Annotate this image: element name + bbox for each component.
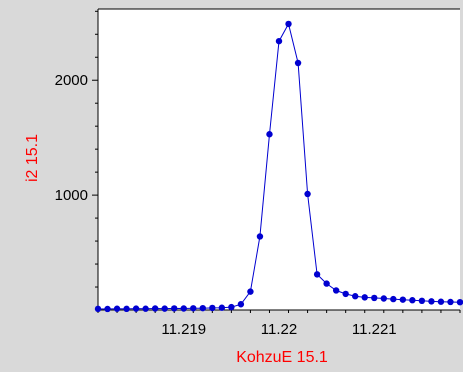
data-point: [142, 305, 149, 312]
data-point: [342, 290, 349, 298]
y-axis-ticks: 1000 2000: [55, 10, 98, 288]
y-tick-label: 1000: [55, 187, 88, 204]
data-point: [180, 305, 187, 312]
plot-area: [98, 9, 460, 310]
data-point: [390, 295, 397, 303]
data-point: [323, 280, 330, 287]
data-point: [123, 305, 130, 313]
data-point: [247, 288, 254, 295]
data-point: [104, 305, 111, 313]
data-point: [209, 304, 216, 312]
data-point: [237, 301, 245, 308]
data-point: [447, 298, 454, 306]
data-point: [409, 297, 416, 304]
data-point: [151, 305, 159, 312]
x-tick-label: 11.219: [161, 321, 206, 338]
data-point: [94, 305, 102, 313]
data-point: [285, 20, 292, 28]
y-tick-label: 2000: [55, 72, 88, 89]
data-point: [228, 303, 235, 311]
data-point: [266, 131, 273, 138]
data-point: [332, 287, 340, 294]
data-point: [161, 305, 168, 312]
data-point: [304, 190, 311, 198]
data-point: [380, 295, 387, 302]
data-point: [313, 271, 321, 278]
data-point: [171, 305, 178, 312]
data-point: [256, 233, 264, 240]
data-point: [361, 294, 368, 301]
data-point: [371, 294, 378, 302]
data-point: [352, 293, 359, 300]
x-axis-ticks: 11.219 11.22 11.221: [97, 310, 461, 338]
y-axis-title: i2 15.1: [24, 134, 41, 182]
data-point: [418, 297, 426, 305]
x-tick-label: 11.22: [261, 321, 297, 338]
series-layer: [94, 20, 463, 313]
data-point: [113, 305, 121, 312]
data-point: [218, 304, 226, 311]
data-point: [132, 305, 140, 312]
data-point: [399, 296, 407, 303]
x-axis-title: KohzuE 15.1: [236, 349, 328, 366]
data-point: [294, 59, 302, 67]
data-point: [428, 298, 435, 305]
data-point: [199, 304, 206, 312]
data-point: [456, 298, 463, 306]
x-tick-label: 11.221: [352, 321, 397, 338]
data-point: [275, 37, 283, 45]
data-point: [437, 298, 445, 305]
data-point: [190, 305, 197, 312]
